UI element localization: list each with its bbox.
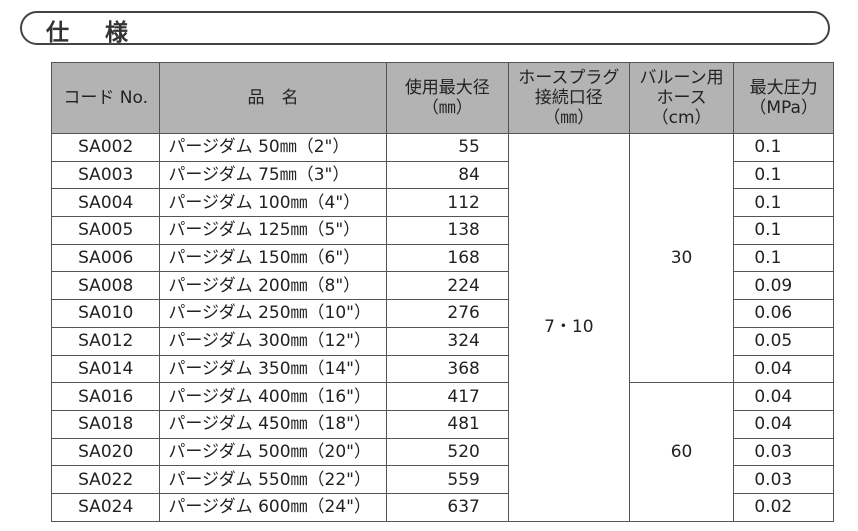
code-cell: SA008	[50, 271, 161, 301]
code-cell: SA022	[50, 465, 161, 494]
product-name-cell: パージダム 600㎜（24"）	[159, 492, 387, 522]
header-row: コード No. 品 名 使用最大径 （㎜） ホースプラグ 接続口径 （㎜） バル…	[50, 62, 834, 134]
max-diameter-cell: 481	[385, 409, 509, 439]
code-cell: SA005	[50, 216, 161, 245]
max-diameter-cell: 84	[385, 160, 509, 190]
product-name-cell: パージダム 450㎜（18"）	[159, 409, 387, 439]
max-diameter-cell: 55	[385, 133, 509, 162]
product-name-cell: パージダム 75㎜（3"）	[159, 160, 387, 190]
max-pressure-cell: 0.02	[733, 492, 834, 522]
max-diameter-cell: 168	[385, 243, 509, 273]
spec-table: コード No. 品 名 使用最大径 （㎜） ホースプラグ 接続口径 （㎜） バル…	[50, 62, 834, 522]
code-cell: SA018	[50, 409, 161, 439]
max-pressure-cell: 0.04	[733, 354, 834, 384]
max-pressure-cell: 0.04	[733, 409, 834, 439]
max-diameter-cell: 417	[385, 382, 509, 411]
max-diameter-cell: 324	[385, 326, 509, 356]
header-name: 品 名	[159, 62, 387, 134]
max-pressure-cell: 0.06	[733, 299, 834, 328]
code-cell: SA014	[50, 354, 161, 384]
max-pressure-cell: 0.1	[733, 133, 834, 162]
hose-length-cell: 60	[628, 382, 735, 522]
max-diameter-cell: 637	[385, 492, 509, 522]
section-title-frame	[20, 11, 830, 45]
max-pressure-cell: 0.04	[733, 382, 834, 411]
max-pressure-cell: 0.1	[733, 160, 834, 190]
product-name-cell: パージダム 400㎜（16"）	[159, 382, 387, 411]
max-pressure-cell: 0.05	[733, 326, 834, 356]
header-max-pressure: 最大圧力 （MPa）	[733, 62, 834, 134]
table-row: SA024 パージダム 600㎜（24"） 637 0.02	[50, 492, 834, 522]
code-cell: SA020	[50, 437, 161, 467]
max-pressure-cell: 0.03	[733, 465, 834, 494]
product-name-cell: パージダム 125㎜（5"）	[159, 216, 387, 245]
hose-length-cell: 30	[628, 132, 735, 384]
product-name-cell: パージダム 100㎜（4"）	[159, 188, 387, 218]
max-diameter-cell: 520	[385, 437, 509, 467]
table-row: SA006 パージダム 150㎜（6"） 168 0.1	[50, 243, 834, 273]
code-cell: SA016	[50, 382, 161, 411]
max-diameter-cell: 112	[385, 188, 509, 218]
product-name-cell: パージダム 200㎜（8"）	[159, 271, 387, 301]
product-name-cell: パージダム 50㎜（2"）	[159, 133, 387, 162]
table-row: SA008 パージダム 200㎜（8"） 224 0.09	[50, 271, 834, 301]
max-diameter-cell: 559	[385, 465, 509, 494]
product-name-cell: パージダム 150㎜（6"）	[159, 243, 387, 273]
max-pressure-cell: 0.03	[733, 437, 834, 467]
product-name-cell: パージダム 500㎜（20"）	[159, 437, 387, 467]
product-name-cell: パージダム 550㎜（22"）	[159, 465, 387, 494]
table-row: SA010 パージダム 250㎜（10"） 276 0.06	[50, 299, 834, 328]
header-max-diameter: 使用最大径 （㎜）	[385, 62, 509, 134]
table-row: SA005 パージダム 125㎜（5"） 138 0.1	[50, 216, 834, 245]
code-cell: SA012	[50, 326, 161, 356]
table-row: SA018 パージダム 450㎜（18"） 481 0.04	[50, 409, 834, 439]
max-pressure-cell: 0.1	[733, 216, 834, 245]
header-hose: バルーン用 ホース （cm）	[628, 62, 735, 134]
max-pressure-cell: 0.1	[733, 243, 834, 273]
max-diameter-cell: 276	[385, 299, 509, 328]
product-name-cell: パージダム 300㎜（12"）	[159, 326, 387, 356]
header-code: コード No.	[50, 62, 161, 134]
max-diameter-cell: 138	[385, 216, 509, 245]
code-cell: SA004	[50, 188, 161, 218]
code-cell: SA003	[50, 160, 161, 190]
code-cell: SA002	[50, 133, 161, 162]
max-pressure-cell: 0.1	[733, 188, 834, 218]
product-name-cell: パージダム 350㎜（14"）	[159, 354, 387, 384]
max-diameter-cell: 224	[385, 271, 509, 301]
product-name-cell: パージダム 250㎜（10"）	[159, 299, 387, 328]
table-row: SA014 パージダム 350㎜（14"） 368 0.04	[50, 354, 834, 384]
max-pressure-cell: 0.09	[733, 271, 834, 301]
plug-diameter-cell: 7・10	[507, 133, 630, 522]
table-row: SA016 パージダム 400㎜（16"） 417 60 0.04	[50, 382, 834, 522]
table-row: SA022 パージダム 550㎜（22"） 559 0.03	[50, 465, 834, 494]
table-row: SA004 パージダム 100㎜（4"） 112 0.1	[50, 188, 834, 218]
section-title: 仕 様	[46, 20, 143, 46]
code-cell: SA010	[50, 299, 161, 328]
table-row: SA002 パージダム 50㎜（2"） 55 7・10 30 0.1	[50, 132, 834, 522]
code-cell: SA024	[50, 492, 161, 522]
table-row: SA020 パージダム 500㎜（20"） 520 0.03	[50, 437, 834, 467]
code-cell: SA006	[50, 243, 161, 273]
header-plug-diameter: ホースプラグ 接続口径 （㎜）	[507, 62, 630, 134]
table-row: SA003 パージダム 75㎜（3"） 84 0.1	[50, 160, 834, 190]
table-row: SA012 パージダム 300㎜（12"） 324 0.05	[50, 326, 834, 356]
max-diameter-cell: 368	[385, 354, 509, 384]
